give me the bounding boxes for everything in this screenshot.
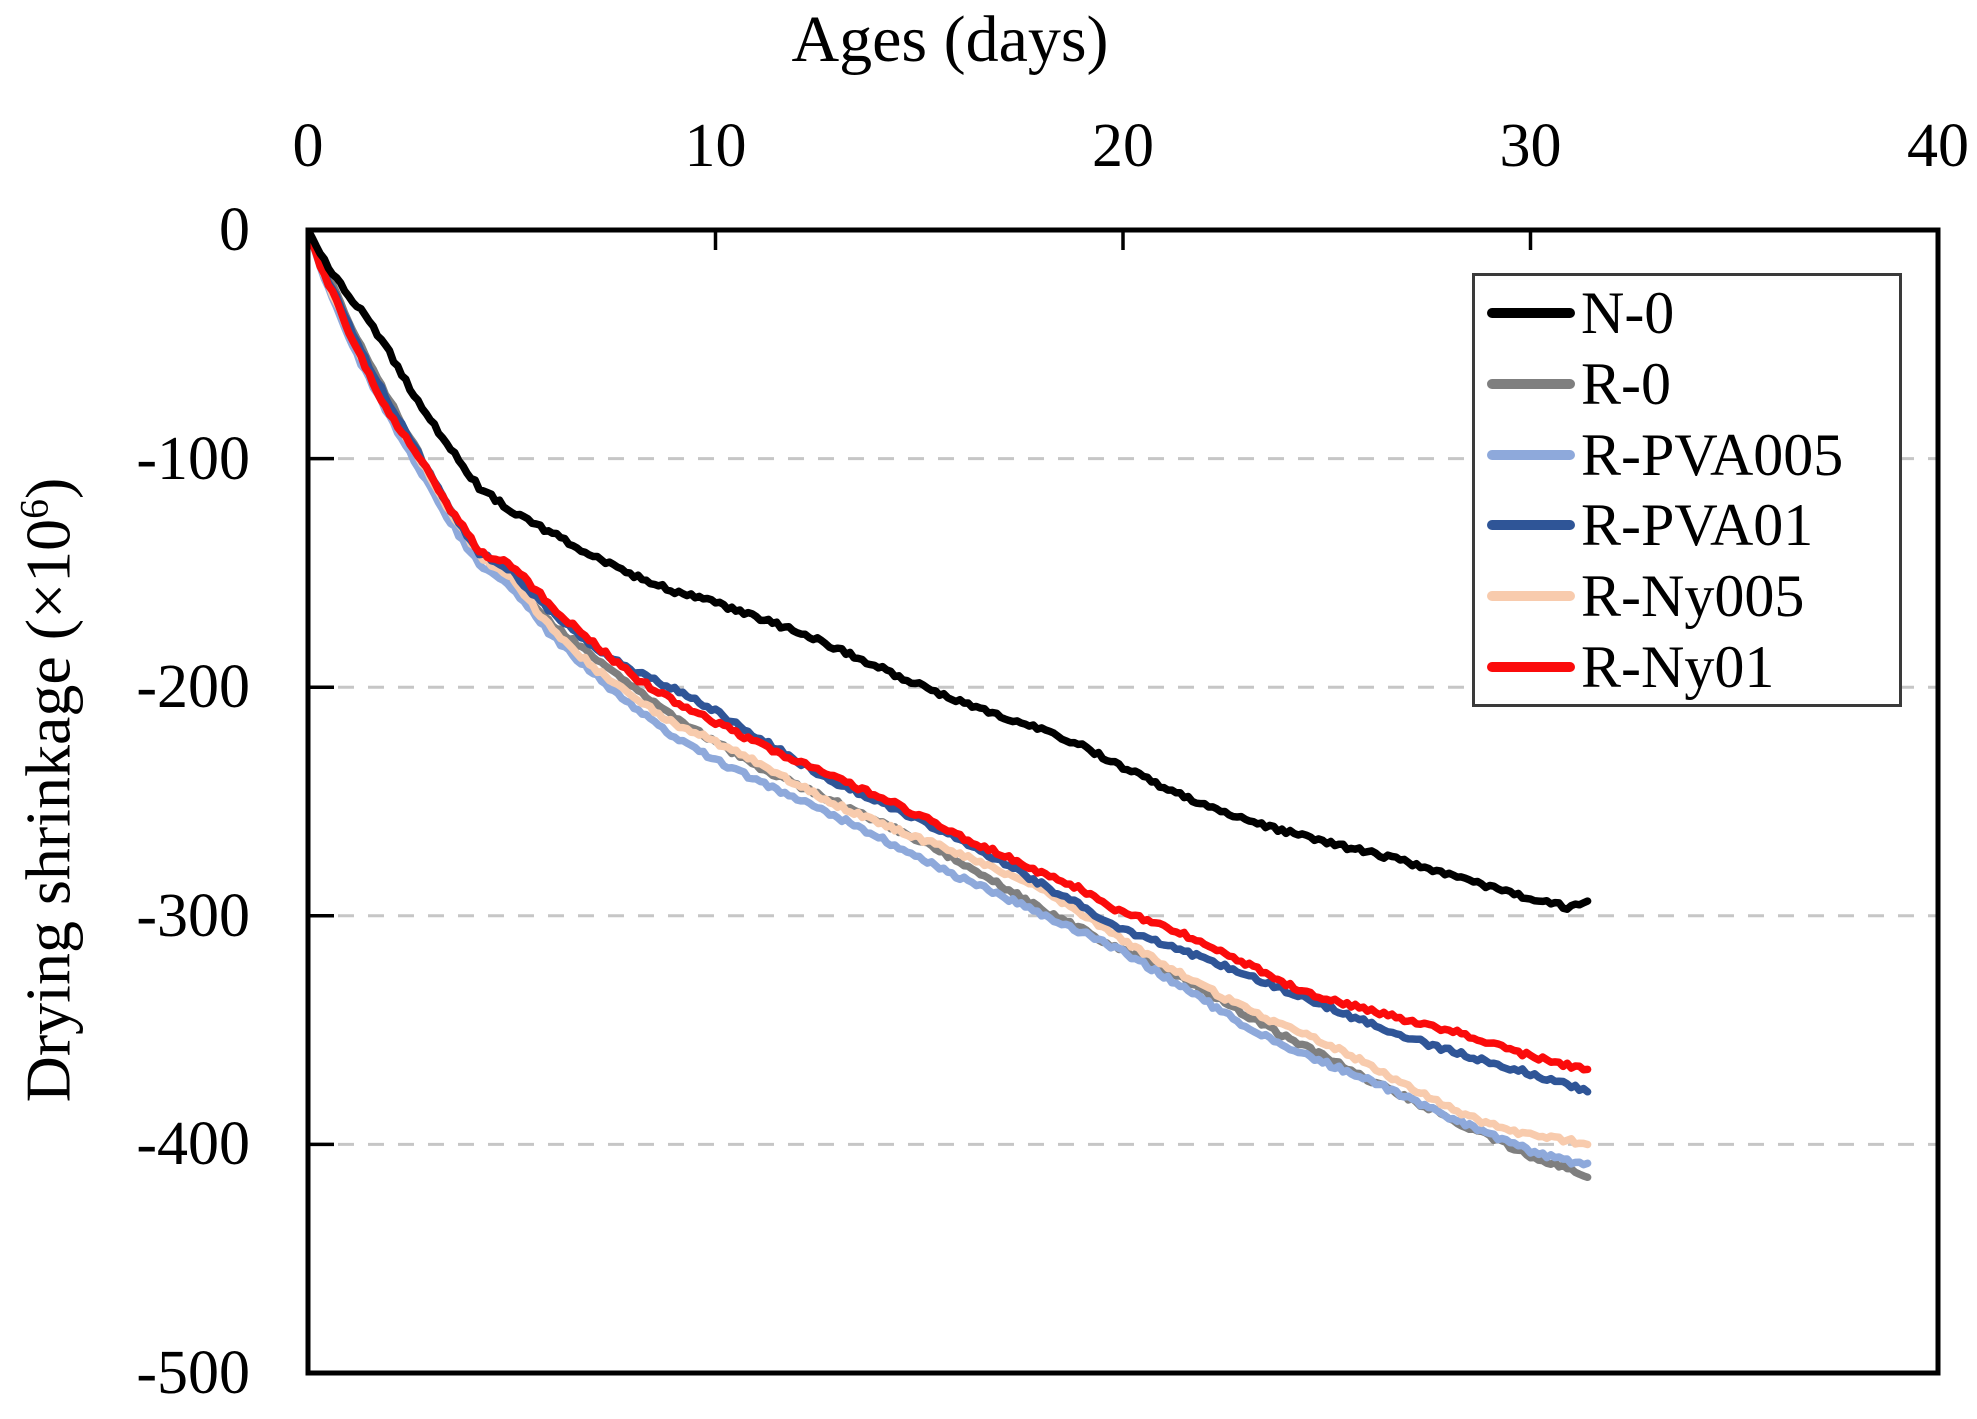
x-axis-title: Ages (days) — [791, 3, 1109, 76]
legend-row-R-Ny01: R-Ny01 — [1475, 637, 1899, 697]
x-tick-label-30: 30 — [1499, 112, 1562, 180]
series-line-R-PVA005 — [308, 230, 1592, 1169]
x-tick-label-0: 0 — [292, 112, 324, 180]
y-tick-label--300: -300 — [136, 881, 250, 950]
legend-row-R-0: R-0 — [1475, 354, 1899, 414]
legend-row-R-PVA01: R-PVA01 — [1475, 495, 1899, 555]
legend-label-R-PVA01: R-PVA01 — [1581, 492, 1814, 559]
legend-label-R-Ny005: R-Ny005 — [1581, 562, 1805, 629]
series-line-R-Ny01 — [308, 230, 1592, 1074]
x-tick-label-20: 20 — [1092, 112, 1154, 180]
legend-row-R-PVA005: R-PVA005 — [1475, 425, 1899, 485]
y-tick-label--100: -100 — [136, 424, 250, 493]
legend-row-N-0: N-0 — [1475, 283, 1899, 343]
y-tick-label--400: -400 — [136, 1110, 250, 1179]
y-tick-label-0: 0 — [219, 196, 250, 264]
legend-row-R-Ny005: R-Ny005 — [1475, 566, 1899, 626]
legend-swatch-N-0 — [1487, 308, 1575, 319]
legend-swatch-R-Ny01 — [1487, 661, 1575, 672]
legend-label-R-PVA005: R-PVA005 — [1581, 421, 1844, 488]
x-tick-label-10: 10 — [684, 112, 747, 180]
series-line-R-Ny005 — [308, 230, 1592, 1149]
legend: N-0 R-0 R-PVA005 R-PVA01 R-Ny005 R-Ny01 — [1472, 273, 1902, 707]
series-line-R-PVA01 — [308, 230, 1592, 1096]
legend-label-R-0: R-0 — [1581, 350, 1671, 417]
legend-swatch-R-PVA005 — [1487, 449, 1575, 460]
x-tick-label-40: 40 — [1907, 112, 1969, 180]
legend-label-R-Ny01: R-Ny01 — [1581, 633, 1775, 700]
legend-label-N-0: N-0 — [1581, 280, 1675, 347]
legend-swatch-R-0 — [1487, 378, 1575, 389]
legend-swatch-R-Ny005 — [1487, 590, 1575, 601]
series-line-N-0 — [308, 230, 1592, 913]
y-tick-label--200: -200 — [136, 653, 250, 722]
y-tick-label--500: -500 — [136, 1339, 250, 1407]
legend-swatch-R-PVA01 — [1487, 520, 1575, 531]
plot-border — [305, 227, 1941, 1376]
